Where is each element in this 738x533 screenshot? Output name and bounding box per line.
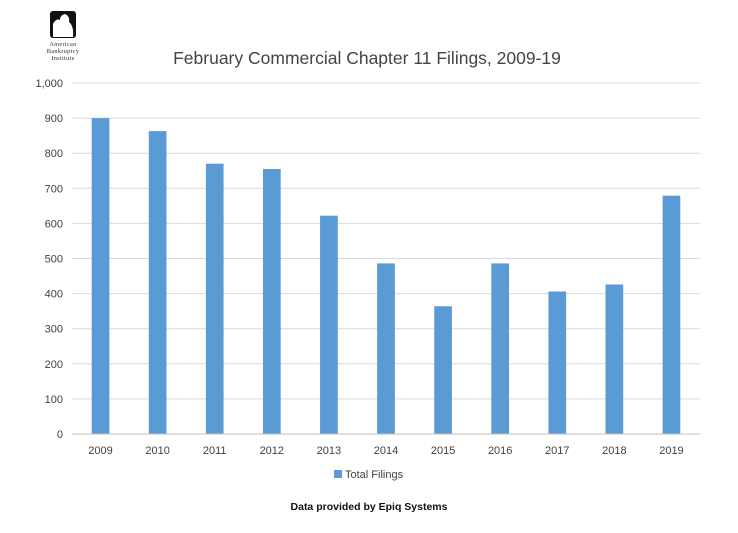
x-tick-label-2010: 2010 [145,445,169,457]
x-axis-ticks: 2009 2010 2011 2012 2013 2014 2015 2016 2017 2018… [88,445,683,457]
x-tick-label-2015: 2015 [431,445,455,457]
x-tick-label-2016: 2016 [488,445,512,457]
bar-2010 [148,131,167,434]
logo-line-1: American [49,41,77,48]
legend-swatch-total-filings [334,470,342,478]
bar-2011 [205,163,224,435]
bar-2018 [605,284,624,434]
logo-line-2: Bankruptcy [47,48,80,55]
y-tick-label-0: 0 [57,429,63,441]
y-tick-label-1000: 1,000 [35,78,63,90]
y-tick-label-600: 600 [45,218,63,230]
bar-2015 [434,306,452,434]
y-tick-label-400: 400 [45,289,63,301]
y-tick-label-800: 800 [45,148,63,160]
legend: Total Filings [334,469,404,481]
x-tick-label-2012: 2012 [260,445,284,457]
y-tick-label-300: 300 [45,324,63,336]
x-tick-label-2014: 2014 [374,445,398,457]
abi-logo: American Bankruptcy Institute [47,11,80,62]
bar-2019 [662,195,681,434]
y-tick-label-500: 500 [45,254,63,266]
y-tick-label-100: 100 [45,394,63,406]
bar-2016 [491,263,510,434]
x-tick-label-2011: 2011 [203,445,227,457]
x-tick-label-2017: 2017 [545,445,569,457]
x-tick-label-2013: 2013 [317,445,341,457]
y-axis-ticks: 0 100 200 300 400 500 600 700 800 900 1,000 [35,78,63,441]
abi-logo-silhouette-icon [53,14,74,37]
x-tick-label-2019: 2019 [659,445,683,457]
legend-label-total-filings: Total Filings [345,469,404,481]
y-tick-label-700: 700 [45,183,63,195]
y-tick-label-900: 900 [45,113,63,125]
y-tick-label-200: 200 [45,359,63,371]
bar-2014 [377,263,395,434]
logo-line-3: Institute [51,55,74,62]
bar-2013 [320,215,338,434]
source-note: Data provided by Epiq Systems [291,501,448,513]
x-tick-label-2009: 2009 [88,445,112,457]
bar-2012 [262,168,281,434]
bar-2017 [548,291,567,434]
chart-title: February Commercial Chapter 11 Filings, … [173,48,561,68]
bar-2009 [91,118,110,434]
gridlines [72,82,700,400]
bars [91,118,681,435]
x-tick-label-2018: 2018 [602,445,626,457]
